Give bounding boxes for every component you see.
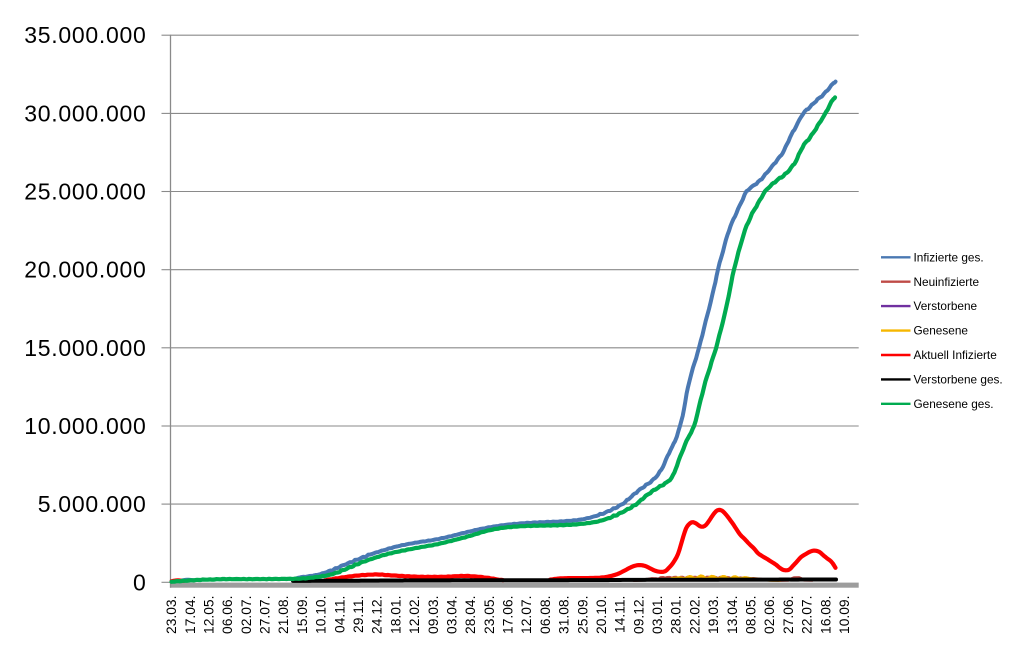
svg-text:18.01.: 18.01. — [388, 596, 403, 634]
svg-text:13.04.: 13.04. — [725, 596, 740, 634]
svg-text:15.09.: 15.09. — [295, 596, 310, 634]
svg-text:27.07.: 27.07. — [258, 596, 273, 634]
svg-text:5.000.000: 5.000.000 — [38, 491, 147, 517]
svg-text:Genesene: Genesene — [914, 324, 969, 338]
svg-text:25.09.: 25.09. — [575, 596, 590, 634]
svg-text:30.000.000: 30.000.000 — [24, 100, 146, 126]
svg-text:06.08.: 06.08. — [538, 596, 553, 634]
svg-text:Neuinfizierte: Neuinfizierte — [914, 275, 980, 289]
svg-text:20.10.: 20.10. — [594, 596, 609, 634]
svg-text:23.03.: 23.03. — [164, 596, 179, 634]
svg-text:Aktuell Infizierte: Aktuell Infizierte — [914, 348, 998, 362]
svg-text:17.06.: 17.06. — [501, 596, 516, 634]
svg-text:31.08.: 31.08. — [557, 596, 572, 634]
svg-text:21.08.: 21.08. — [276, 596, 291, 634]
svg-text:02.07.: 02.07. — [239, 596, 254, 634]
svg-text:06.06.: 06.06. — [220, 596, 235, 634]
svg-text:14.11.: 14.11. — [613, 596, 628, 633]
svg-text:22.02.: 22.02. — [687, 596, 702, 634]
svg-text:23.05.: 23.05. — [482, 596, 497, 634]
svg-text:02.06.: 02.06. — [762, 596, 777, 634]
svg-text:09.03.: 09.03. — [426, 596, 441, 634]
svg-text:Genesene ges.: Genesene ges. — [914, 397, 994, 411]
svg-text:15.000.000: 15.000.000 — [24, 335, 146, 361]
svg-text:Infizierte ges.: Infizierte ges. — [914, 250, 984, 264]
svg-text:Verstorbene: Verstorbene — [914, 299, 978, 313]
svg-text:12.05.: 12.05. — [202, 596, 217, 634]
svg-text:0: 0 — [133, 569, 147, 595]
svg-text:09.12.: 09.12. — [631, 596, 646, 634]
svg-text:19.03.: 19.03. — [706, 596, 721, 634]
svg-text:10.10.: 10.10. — [314, 596, 329, 634]
svg-text:04.11.: 04.11. — [332, 596, 347, 633]
svg-text:24.12.: 24.12. — [370, 596, 385, 634]
svg-text:20.000.000: 20.000.000 — [24, 257, 146, 283]
svg-text:27.06.: 27.06. — [781, 596, 796, 634]
svg-text:28.01.: 28.01. — [669, 596, 684, 634]
svg-text:28.04.: 28.04. — [463, 596, 478, 634]
svg-text:Verstorbene ges.: Verstorbene ges. — [914, 373, 1003, 387]
svg-text:25.000.000: 25.000.000 — [24, 179, 146, 205]
svg-text:16.08.: 16.08. — [818, 596, 833, 634]
svg-text:03.01.: 03.01. — [650, 596, 665, 634]
svg-text:10.09.: 10.09. — [837, 596, 852, 634]
svg-text:12.02.: 12.02. — [407, 596, 422, 634]
svg-text:08.05.: 08.05. — [744, 596, 759, 634]
svg-text:22.07.: 22.07. — [800, 596, 815, 634]
svg-text:03.04.: 03.04. — [445, 596, 460, 634]
svg-text:17.04.: 17.04. — [183, 596, 198, 634]
svg-text:35.000.000: 35.000.000 — [24, 22, 146, 48]
svg-text:12.07.: 12.07. — [519, 596, 534, 634]
svg-text:29.11.: 29.11. — [351, 596, 366, 633]
svg-text:10.000.000: 10.000.000 — [24, 413, 146, 439]
